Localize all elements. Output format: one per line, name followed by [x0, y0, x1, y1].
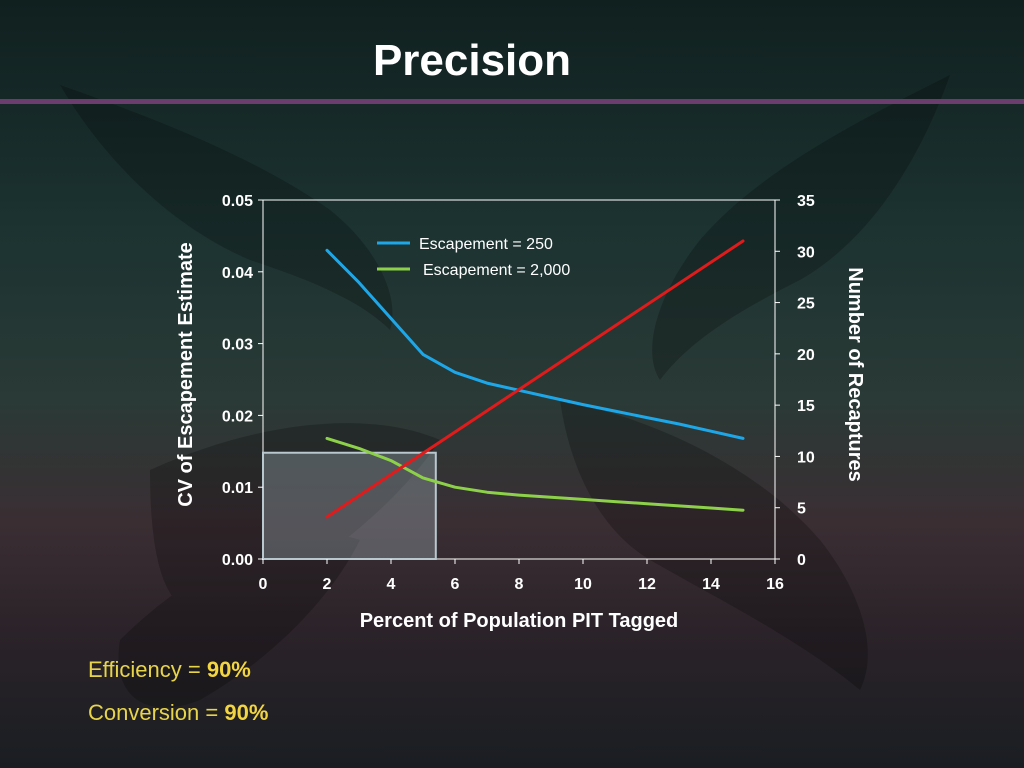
efficiency-value: 90% — [206, 657, 251, 682]
title-divider — [0, 99, 1024, 104]
y2-tick-label: 35 — [797, 193, 815, 210]
y2-tick-label: 10 — [797, 449, 815, 466]
y-tick-label: 0.05 — [222, 193, 253, 210]
x-axis-title: Percent of Population PIT Tagged — [360, 610, 679, 632]
x-tick-label: 0 — [259, 576, 268, 593]
y-tick-label: 0.01 — [222, 480, 253, 497]
x-tick-label: 8 — [515, 576, 524, 593]
series-recaptures-line — [325, 239, 745, 519]
conversion-value: 90% — [224, 700, 269, 725]
y2-tick-label: 5 — [797, 501, 806, 518]
efficiency-stat: Efficiency = 90% — [88, 657, 251, 683]
slide-title: Precision — [372, 36, 572, 85]
x-tick-label: 14 — [702, 576, 720, 593]
x-tick-label: 4 — [387, 576, 396, 593]
legend-label: Escapement = 2,000 — [423, 262, 570, 279]
y-axis-title: CV of Escapement Estimate — [175, 242, 197, 507]
y2-tick-label: 15 — [797, 398, 815, 415]
legend-label: Escapement = 250 — [419, 236, 553, 253]
series-escapement-250-line — [325, 248, 745, 440]
highlight-box — [262, 451, 437, 560]
y2-tick-label: 20 — [797, 347, 815, 364]
x-tick-label: 2 — [323, 576, 332, 593]
conversion-label: Conversion = — [88, 700, 225, 725]
y2-tick-label: 30 — [797, 244, 815, 261]
conversion-stat: Conversion = 90% — [88, 700, 268, 726]
y-tick-label: 0.02 — [222, 408, 253, 425]
x-tick-label: 6 — [451, 576, 460, 593]
y-tick-label: 0.00 — [222, 552, 253, 569]
y-tick-label: 0.03 — [222, 337, 253, 354]
x-tick-label: 16 — [766, 576, 784, 593]
y-tick-label: 0.04 — [222, 265, 253, 282]
series-escapement-2000-line — [325, 436, 745, 512]
efficiency-label: Efficiency = — [88, 657, 207, 682]
x-tick-label: 12 — [638, 576, 656, 593]
y2-tick-label: 25 — [797, 296, 815, 313]
y2-tick-label: 0 — [797, 552, 806, 569]
y2-axis-title: Number of Recaptures — [844, 267, 866, 482]
x-tick-label: 10 — [574, 576, 592, 593]
